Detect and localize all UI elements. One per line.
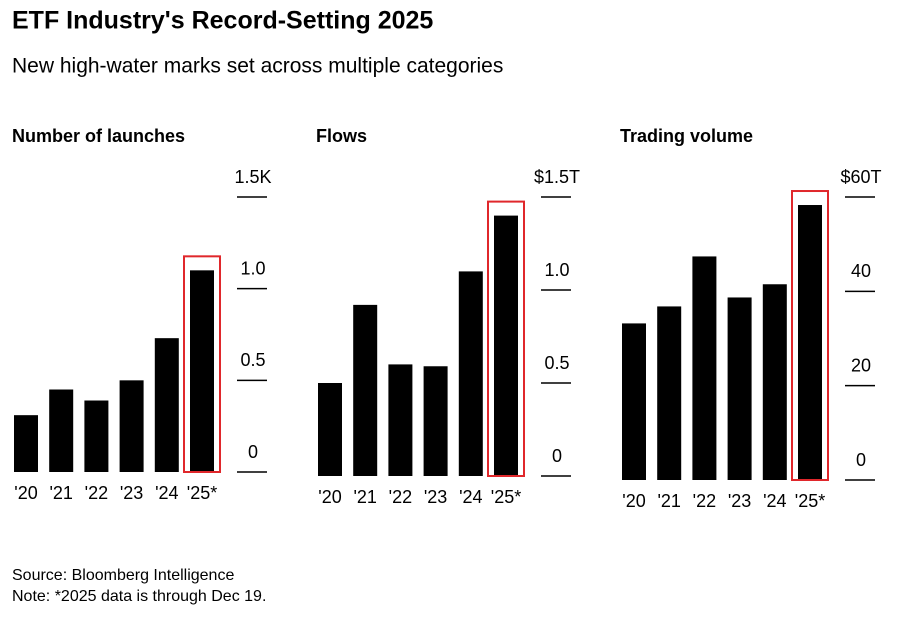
x-tick-label: '20 bbox=[318, 487, 341, 507]
x-tick-label: '25* bbox=[187, 483, 217, 503]
y-tick-label: 0.5 bbox=[544, 353, 569, 373]
bar bbox=[318, 383, 342, 476]
highlight-box bbox=[183, 255, 221, 474]
bar bbox=[458, 271, 483, 476]
y-tick-label: 20 bbox=[851, 355, 871, 375]
source: Source: Bloomberg Intelligence bbox=[12, 567, 234, 584]
x-tick-label: '23 bbox=[120, 483, 143, 503]
chart-title: ETF Industry's Record-Setting 2025 bbox=[12, 7, 433, 35]
y-tick-label: 0 bbox=[856, 450, 866, 470]
x-tick-label: '24 bbox=[763, 491, 786, 511]
x-tick-label: '25* bbox=[491, 487, 521, 507]
x-tick-label: '20 bbox=[14, 483, 37, 503]
chart-subtitle: New high-water marks set across multiple… bbox=[12, 55, 503, 78]
x-tick-label: '23 bbox=[728, 491, 751, 511]
highlight-box bbox=[487, 200, 525, 477]
bar bbox=[49, 389, 74, 472]
bar bbox=[154, 338, 179, 472]
bar bbox=[190, 270, 214, 472]
highlight-box bbox=[791, 190, 829, 481]
bar bbox=[84, 400, 109, 472]
x-tick-label: '22 bbox=[389, 487, 412, 507]
y-tick-label: $60T bbox=[840, 167, 881, 187]
bar bbox=[622, 323, 646, 480]
bar bbox=[388, 364, 413, 476]
note: Note: *2025 data is through Dec 19. bbox=[12, 588, 266, 605]
bar bbox=[14, 415, 38, 472]
y-tick-label: 1.0 bbox=[544, 260, 569, 280]
y-tick-label: 0.5 bbox=[240, 350, 265, 370]
bar bbox=[798, 205, 822, 481]
panel-title: Flows bbox=[316, 126, 367, 146]
x-tick-label: '21 bbox=[353, 487, 376, 507]
bar bbox=[119, 380, 144, 472]
bar bbox=[692, 256, 717, 480]
x-tick-label: '22 bbox=[85, 483, 108, 503]
x-tick-label: '22 bbox=[693, 491, 716, 511]
x-tick-label: '25* bbox=[795, 491, 825, 511]
x-tick-label: '24 bbox=[155, 483, 178, 503]
bar bbox=[657, 306, 682, 480]
x-tick-label: '24 bbox=[459, 487, 482, 507]
x-tick-label: '23 bbox=[424, 487, 447, 507]
y-tick-label: $1.5T bbox=[534, 167, 580, 187]
bar bbox=[494, 215, 518, 476]
x-tick-label: '21 bbox=[49, 483, 72, 503]
y-tick-label: 0 bbox=[248, 442, 258, 462]
panel-title: Number of launches bbox=[12, 126, 185, 146]
y-tick-label: 1.5K bbox=[234, 167, 271, 187]
x-tick-label: '20 bbox=[622, 491, 645, 511]
bar bbox=[762, 284, 787, 480]
y-tick-label: 1.0 bbox=[240, 258, 265, 278]
panel-title: Trading volume bbox=[620, 126, 753, 146]
y-tick-label: 0 bbox=[552, 446, 562, 466]
y-tick-label: 40 bbox=[851, 261, 871, 281]
bar bbox=[727, 297, 752, 480]
bar bbox=[353, 304, 378, 476]
x-tick-label: '21 bbox=[657, 491, 680, 511]
bar bbox=[423, 366, 448, 476]
